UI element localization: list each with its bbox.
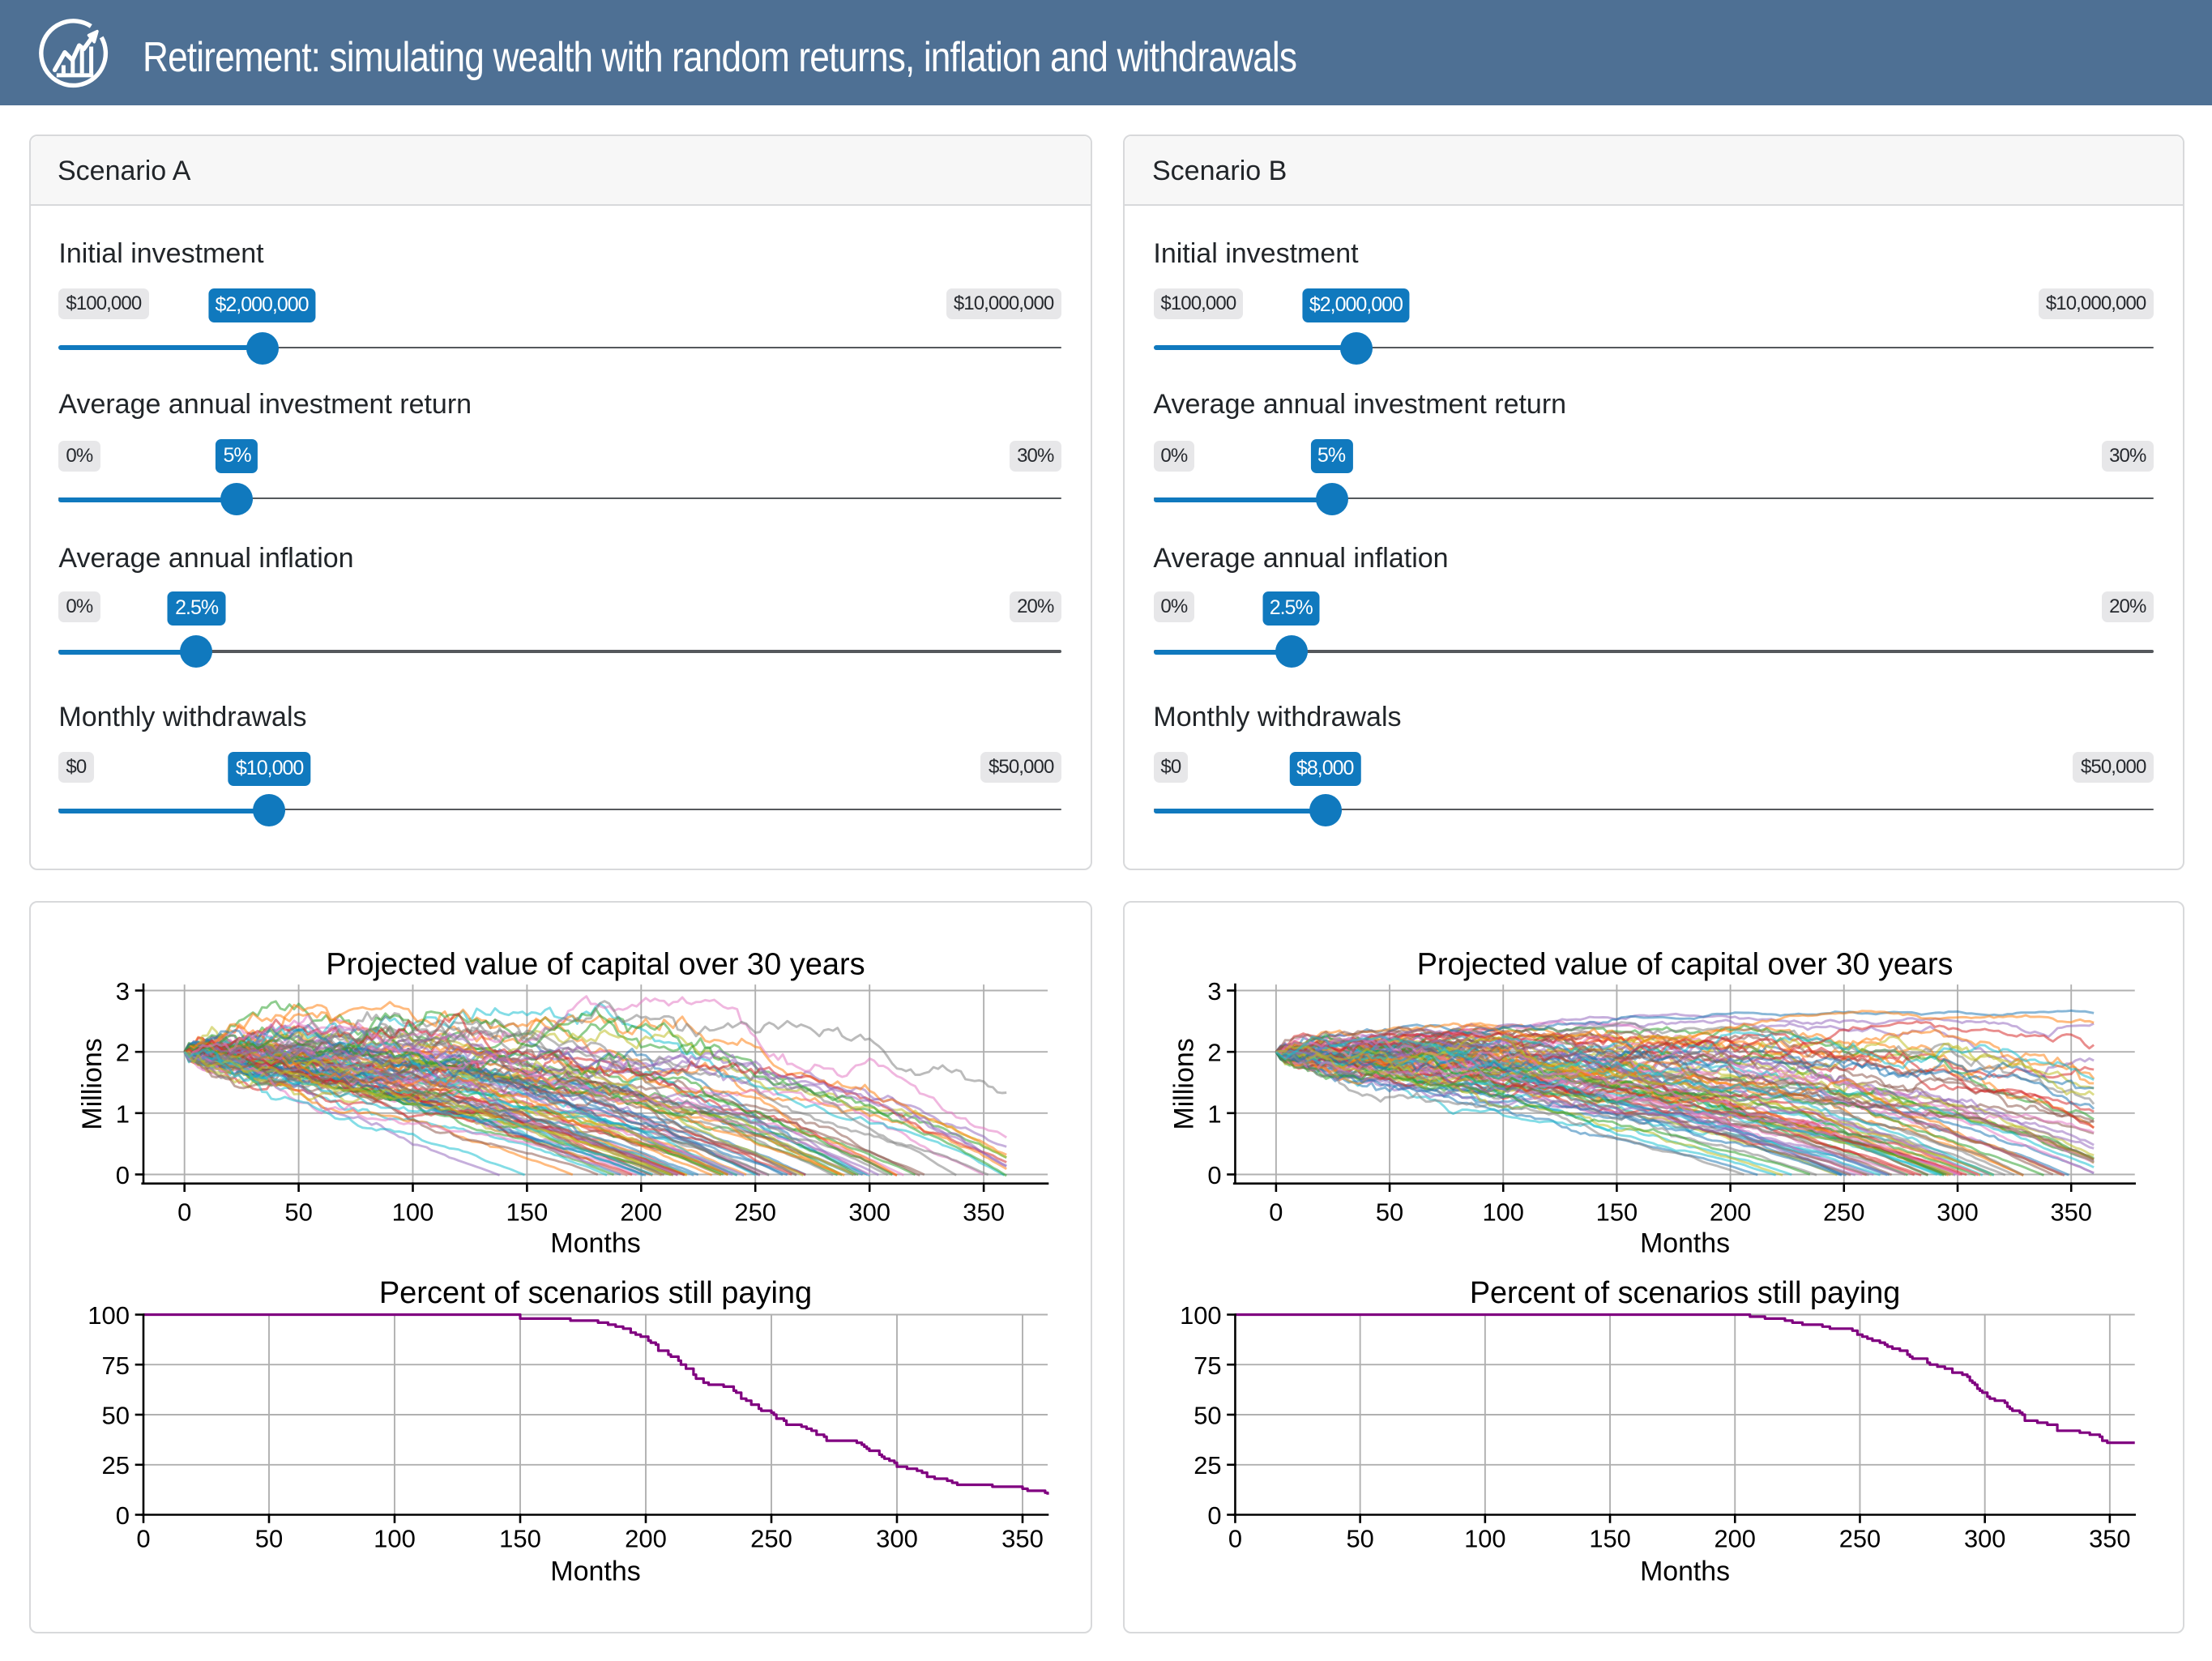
svg-text:0: 0 xyxy=(135,1524,149,1552)
svg-text:200: 200 xyxy=(1710,1198,1752,1226)
svg-text:2: 2 xyxy=(115,1038,129,1066)
svg-text:0: 0 xyxy=(115,1501,129,1530)
svg-text:150: 150 xyxy=(498,1524,540,1552)
svg-text:Projected value of capital ove: Projected value of capital over 30 years xyxy=(325,947,864,981)
svg-text:50: 50 xyxy=(101,1401,129,1429)
svg-text:75: 75 xyxy=(1194,1351,1222,1379)
svg-text:150: 150 xyxy=(506,1198,548,1226)
svg-text:100: 100 xyxy=(1181,1300,1222,1329)
svg-text:Millions: Millions xyxy=(1170,1038,1201,1129)
svg-text:200: 200 xyxy=(619,1198,661,1226)
svg-text:Months: Months xyxy=(1641,1556,1731,1586)
svg-text:0: 0 xyxy=(177,1198,190,1226)
svg-text:3: 3 xyxy=(115,977,129,1006)
svg-text:50: 50 xyxy=(284,1198,311,1226)
svg-text:250: 250 xyxy=(1824,1198,1865,1226)
svg-text:350: 350 xyxy=(2090,1524,2131,1552)
svg-text:150: 150 xyxy=(1596,1198,1638,1226)
svg-text:0: 0 xyxy=(1229,1524,1243,1552)
svg-text:Months: Months xyxy=(549,1556,640,1586)
svg-text:100: 100 xyxy=(1465,1524,1506,1552)
svg-text:Millions: Millions xyxy=(76,1038,107,1129)
svg-text:300: 300 xyxy=(848,1198,890,1226)
svg-text:Percent of scenarios still pay: Percent of scenarios still paying xyxy=(1471,1275,1901,1309)
svg-text:300: 300 xyxy=(1965,1524,2006,1552)
svg-text:2: 2 xyxy=(1208,1038,1222,1066)
svg-text:50: 50 xyxy=(1377,1198,1404,1226)
svg-text:75: 75 xyxy=(101,1351,129,1379)
svg-text:25: 25 xyxy=(101,1451,129,1480)
svg-text:0: 0 xyxy=(115,1161,129,1189)
svg-text:50: 50 xyxy=(1194,1401,1222,1429)
svg-text:250: 250 xyxy=(1840,1524,1881,1552)
svg-text:50: 50 xyxy=(1347,1524,1374,1552)
svg-text:0: 0 xyxy=(1208,1501,1222,1529)
svg-text:150: 150 xyxy=(1590,1524,1631,1552)
svg-text:Months: Months xyxy=(549,1228,640,1258)
svg-text:250: 250 xyxy=(733,1198,775,1226)
svg-text:Percent of scenarios still pay: Percent of scenarios still paying xyxy=(378,1276,811,1310)
svg-text:200: 200 xyxy=(624,1524,666,1552)
svg-text:Months: Months xyxy=(1641,1228,1731,1258)
svg-text:3: 3 xyxy=(1208,976,1222,1005)
svg-text:100: 100 xyxy=(1483,1198,1524,1226)
svg-text:100: 100 xyxy=(391,1198,433,1226)
svg-text:Projected value of capital ove: Projected value of capital over 30 years xyxy=(1417,947,1954,981)
svg-text:250: 250 xyxy=(749,1524,792,1552)
svg-text:0: 0 xyxy=(1208,1160,1222,1189)
svg-text:1: 1 xyxy=(115,1100,129,1128)
svg-text:25: 25 xyxy=(1194,1451,1222,1480)
svg-text:0: 0 xyxy=(1270,1198,1283,1226)
svg-text:350: 350 xyxy=(1001,1524,1043,1552)
svg-text:350: 350 xyxy=(962,1198,1004,1226)
svg-text:350: 350 xyxy=(2051,1198,2092,1226)
svg-text:100: 100 xyxy=(87,1301,129,1330)
svg-text:50: 50 xyxy=(254,1524,282,1552)
svg-text:1: 1 xyxy=(1208,1100,1222,1128)
svg-text:100: 100 xyxy=(373,1524,415,1552)
svg-text:200: 200 xyxy=(1715,1524,1756,1552)
svg-text:300: 300 xyxy=(1937,1198,1979,1226)
svg-text:300: 300 xyxy=(875,1524,917,1552)
